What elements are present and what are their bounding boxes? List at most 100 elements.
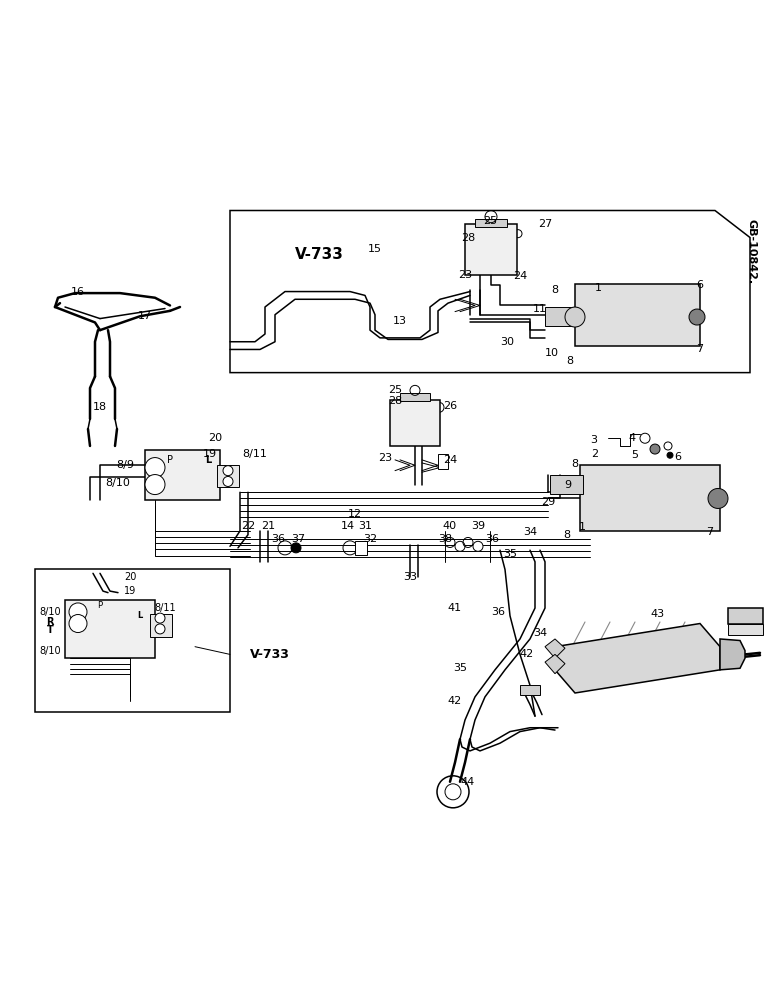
Text: 10: 10	[545, 348, 559, 358]
Text: 31: 31	[358, 521, 372, 531]
Text: 32: 32	[363, 534, 377, 544]
Bar	[150, 614, 172, 637]
Circle shape	[155, 613, 165, 623]
Circle shape	[145, 475, 165, 495]
Text: 22: 22	[241, 521, 255, 531]
Text: 14: 14	[341, 521, 355, 531]
Circle shape	[473, 541, 483, 551]
Text: 1: 1	[594, 283, 601, 293]
Circle shape	[689, 309, 705, 325]
Text: 17: 17	[138, 311, 152, 321]
Text: 30: 30	[500, 337, 514, 347]
Text: 15: 15	[368, 244, 382, 254]
Text: 8/11: 8/11	[154, 603, 176, 613]
Text: 33: 33	[403, 572, 417, 582]
Text: 44: 44	[461, 777, 475, 787]
Text: 19: 19	[124, 586, 136, 596]
Circle shape	[223, 466, 233, 476]
Bar	[728, 608, 763, 624]
Bar	[35, 569, 230, 712]
Text: 16: 16	[71, 287, 85, 297]
Circle shape	[69, 603, 87, 621]
Polygon shape	[545, 639, 565, 658]
Text: T: T	[154, 474, 161, 484]
Text: 41: 41	[448, 603, 462, 613]
Circle shape	[223, 476, 233, 486]
Text: T: T	[77, 619, 83, 628]
Text: 11: 11	[533, 304, 547, 314]
Bar	[575, 284, 700, 346]
Text: 24: 24	[513, 271, 527, 281]
Text: 20: 20	[124, 572, 136, 582]
Text: P: P	[167, 455, 173, 465]
Polygon shape	[545, 654, 565, 674]
Text: T: T	[46, 625, 53, 635]
Bar	[145, 450, 220, 500]
Circle shape	[565, 307, 585, 327]
Text: 25: 25	[388, 385, 402, 395]
Circle shape	[708, 488, 728, 508]
Bar	[465, 224, 517, 275]
Text: 36: 36	[491, 607, 505, 617]
Text: V-733: V-733	[250, 648, 290, 661]
Text: 3: 3	[591, 435, 598, 445]
Polygon shape	[555, 624, 720, 693]
Circle shape	[291, 543, 301, 553]
Polygon shape	[720, 639, 745, 670]
Bar	[400, 393, 430, 401]
Text: 27: 27	[538, 219, 552, 229]
Text: 39: 39	[471, 521, 485, 531]
Text: 28: 28	[388, 396, 402, 406]
Text: 23: 23	[458, 270, 472, 280]
Text: 13: 13	[393, 316, 407, 326]
Bar	[438, 454, 448, 469]
Circle shape	[155, 624, 165, 634]
Bar	[65, 600, 155, 658]
Text: 9: 9	[564, 480, 571, 490]
Circle shape	[667, 452, 673, 458]
Circle shape	[455, 541, 465, 551]
Text: 8/10: 8/10	[39, 607, 61, 617]
Text: 19: 19	[203, 449, 217, 459]
Text: R: R	[46, 617, 54, 627]
Text: 6: 6	[675, 452, 682, 462]
Text: 36: 36	[271, 534, 285, 544]
Text: 28: 28	[461, 233, 475, 243]
Text: L: L	[205, 455, 211, 465]
Text: 23: 23	[378, 453, 392, 463]
Text: R: R	[76, 607, 83, 616]
Bar	[550, 475, 583, 494]
Text: 34: 34	[533, 628, 547, 638]
Bar	[728, 624, 763, 635]
Bar	[545, 307, 577, 326]
Text: 4: 4	[628, 433, 635, 443]
Text: 43: 43	[651, 609, 665, 619]
Text: 8/10: 8/10	[106, 478, 130, 488]
Bar	[520, 685, 540, 695]
Text: 7: 7	[696, 344, 703, 354]
Circle shape	[650, 444, 660, 454]
Text: V-733: V-733	[295, 247, 344, 262]
Text: 6: 6	[696, 280, 703, 290]
Text: 20: 20	[208, 433, 222, 443]
Circle shape	[145, 458, 165, 478]
Text: L: L	[137, 611, 143, 620]
Text: 8/9: 8/9	[116, 460, 134, 470]
Text: 8: 8	[567, 356, 574, 366]
Text: 37: 37	[291, 534, 305, 544]
Text: 42: 42	[448, 696, 462, 706]
Text: 38: 38	[438, 534, 452, 544]
Text: 1: 1	[578, 522, 585, 532]
Text: 5: 5	[631, 450, 638, 460]
Text: 42: 42	[520, 649, 534, 659]
Text: 35: 35	[453, 663, 467, 673]
Text: 8: 8	[551, 285, 559, 295]
Text: 21: 21	[261, 521, 275, 531]
Text: 35: 35	[503, 549, 517, 559]
Bar	[475, 219, 507, 227]
Text: 8: 8	[564, 530, 571, 540]
Circle shape	[69, 615, 87, 633]
Text: 7: 7	[706, 527, 713, 537]
Bar	[355, 541, 367, 555]
Text: 24: 24	[443, 455, 457, 465]
